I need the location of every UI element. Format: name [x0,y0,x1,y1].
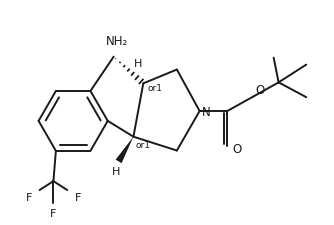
Text: or1: or1 [136,140,151,149]
Text: F: F [25,192,32,202]
Text: F: F [50,208,56,218]
Text: H: H [134,58,143,68]
Polygon shape [116,137,133,163]
Text: F: F [75,192,81,202]
Text: O: O [232,142,242,155]
Text: N: N [202,105,211,118]
Text: H: H [112,166,120,176]
Text: NH₂: NH₂ [106,35,128,48]
Text: O: O [255,83,265,96]
Text: or1: or1 [148,83,163,92]
